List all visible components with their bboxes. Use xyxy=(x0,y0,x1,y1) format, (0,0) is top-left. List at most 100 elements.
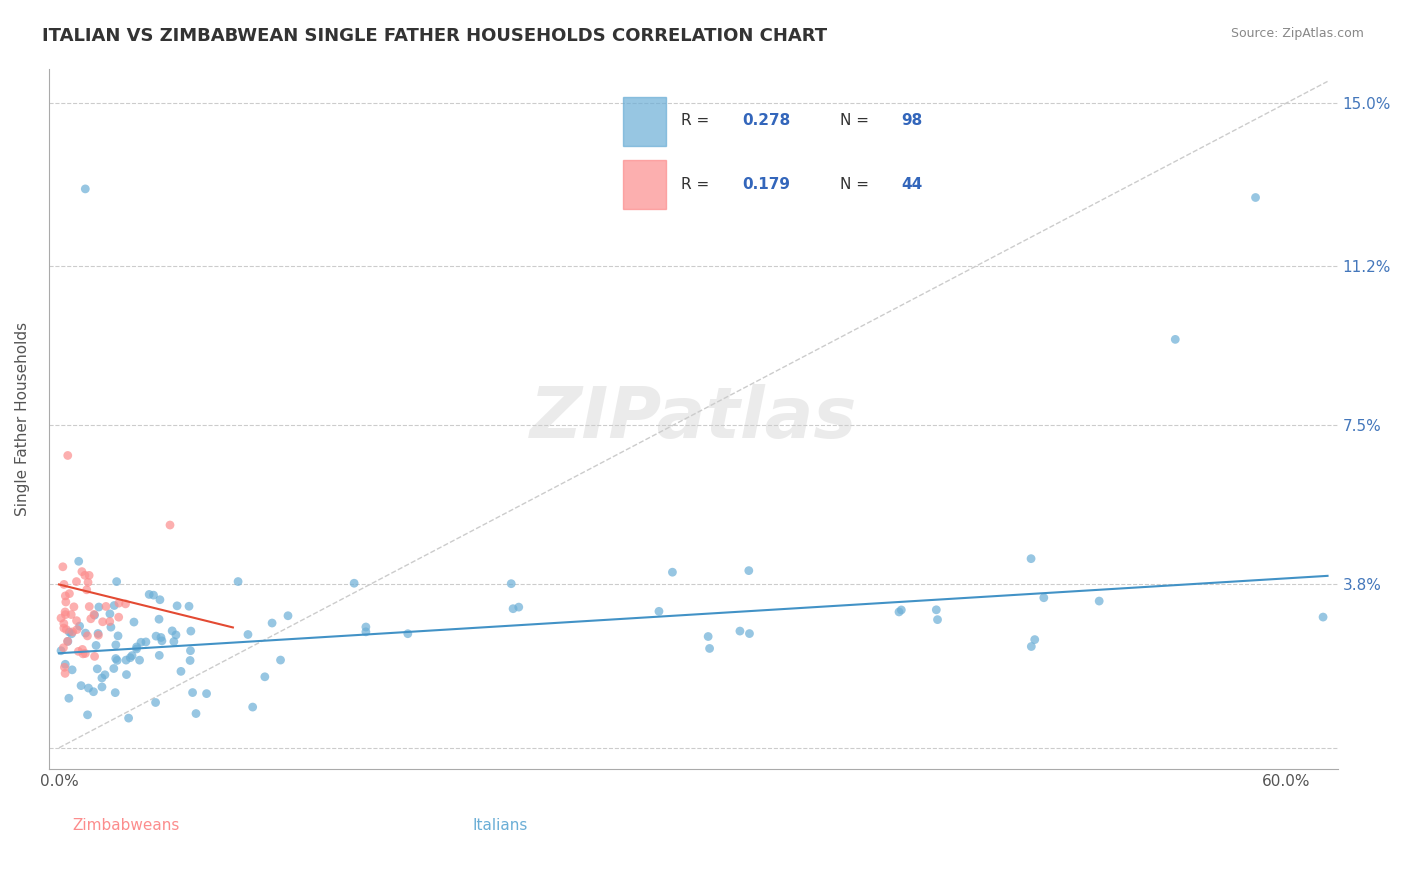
Point xyxy=(242,700,264,714)
Point xyxy=(107,610,129,624)
Point xyxy=(60,627,83,641)
Point xyxy=(90,671,112,685)
Point xyxy=(121,648,143,663)
Point xyxy=(648,604,671,618)
Point xyxy=(65,614,87,628)
Point xyxy=(501,576,523,591)
Point xyxy=(66,623,89,637)
Point xyxy=(148,648,170,663)
Point xyxy=(56,449,79,463)
Point xyxy=(87,628,110,642)
Point xyxy=(728,624,751,638)
Point xyxy=(72,647,94,661)
Point xyxy=(105,653,128,667)
Point xyxy=(125,642,148,657)
Point xyxy=(738,564,761,578)
Point xyxy=(697,630,720,644)
Point xyxy=(343,576,366,591)
Point xyxy=(75,182,97,196)
Point xyxy=(179,643,201,657)
Point xyxy=(277,608,299,623)
Point xyxy=(1164,332,1187,346)
Point xyxy=(75,647,97,661)
Point xyxy=(53,605,76,619)
Point xyxy=(103,599,125,613)
Point xyxy=(104,686,127,700)
Point xyxy=(83,607,105,622)
Point xyxy=(63,599,86,614)
Text: Zimbabweans: Zimbabweans xyxy=(72,818,180,833)
Point xyxy=(149,592,172,607)
Point xyxy=(56,634,79,648)
Point xyxy=(83,608,105,623)
Point xyxy=(82,684,104,698)
Point xyxy=(70,679,93,693)
Point xyxy=(98,607,121,621)
Point xyxy=(236,627,259,641)
Point xyxy=(195,687,218,701)
Point xyxy=(53,660,76,674)
Point xyxy=(699,641,721,656)
Point xyxy=(58,587,80,601)
Point xyxy=(98,615,121,629)
Point xyxy=(1312,610,1334,624)
Text: Italians: Italians xyxy=(472,818,527,833)
Point xyxy=(104,638,127,652)
Point xyxy=(77,575,100,590)
Point xyxy=(887,605,910,619)
Point xyxy=(83,649,105,664)
Point xyxy=(53,577,76,591)
Point xyxy=(226,574,249,589)
Point xyxy=(94,599,117,614)
Point xyxy=(184,706,207,721)
Point xyxy=(91,680,114,694)
Text: Source: ZipAtlas.com: Source: ZipAtlas.com xyxy=(1230,27,1364,40)
Point xyxy=(150,633,173,648)
Point xyxy=(55,607,77,622)
Point xyxy=(58,625,80,640)
Point xyxy=(60,607,83,622)
Point xyxy=(84,639,107,653)
Point xyxy=(270,653,292,667)
Point xyxy=(53,657,76,672)
Point xyxy=(104,651,127,665)
Point xyxy=(117,711,139,725)
Point xyxy=(55,623,77,637)
Point xyxy=(262,615,284,630)
Point xyxy=(1019,551,1042,566)
Point xyxy=(148,612,170,626)
Point xyxy=(53,589,76,603)
Text: ITALIAN VS ZIMBABWEAN SINGLE FATHER HOUSEHOLDS CORRELATION CHART: ITALIAN VS ZIMBABWEAN SINGLE FATHER HOUS… xyxy=(42,27,827,45)
Point xyxy=(53,666,76,681)
Point xyxy=(1021,640,1043,654)
Point xyxy=(52,559,75,574)
Point xyxy=(87,626,110,640)
Point xyxy=(108,596,131,610)
Point xyxy=(396,626,419,640)
Point xyxy=(52,621,75,635)
Point xyxy=(76,629,98,643)
Point xyxy=(70,565,93,579)
Point xyxy=(181,685,204,699)
Point xyxy=(76,707,98,722)
Point xyxy=(125,640,148,654)
Point xyxy=(77,599,100,614)
Point xyxy=(122,615,145,629)
Point xyxy=(107,629,129,643)
Point xyxy=(52,640,75,655)
Point xyxy=(56,634,79,648)
Point xyxy=(72,642,94,657)
Point xyxy=(927,613,949,627)
Point xyxy=(160,624,183,638)
Point xyxy=(77,568,100,582)
Point xyxy=(67,644,90,658)
Point xyxy=(75,626,97,640)
Point xyxy=(166,599,188,613)
Point xyxy=(253,670,276,684)
Point xyxy=(115,667,138,681)
Point xyxy=(120,650,142,665)
Point xyxy=(354,624,377,639)
Point xyxy=(49,644,72,658)
Point xyxy=(159,518,181,533)
Point xyxy=(100,620,122,634)
